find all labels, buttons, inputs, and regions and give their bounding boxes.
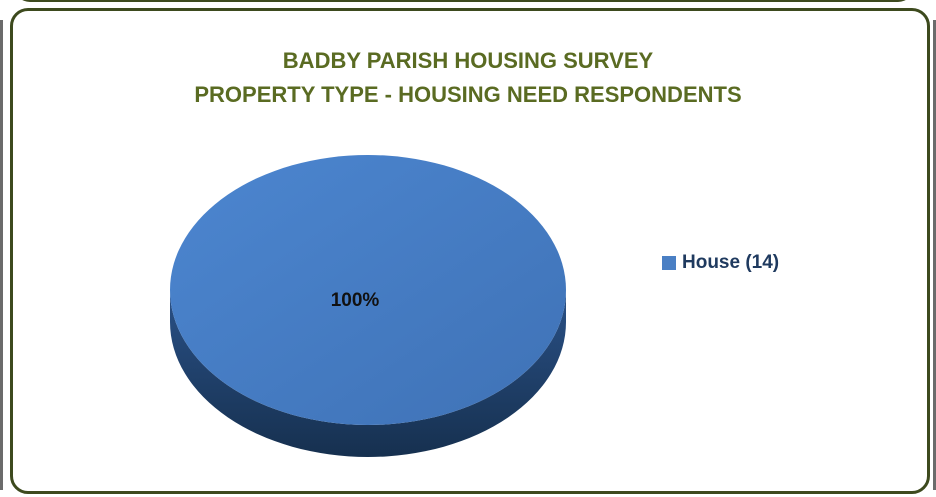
right-edge — [933, 20, 936, 490]
left-edge — [0, 20, 3, 490]
legend-swatch — [662, 256, 676, 270]
slice-percent-label: 100% — [331, 290, 380, 311]
legend: House (14) — [662, 252, 779, 274]
pie-slice-house — [170, 155, 566, 425]
legend-label-house: House (14) — [682, 252, 780, 273]
chart-title: BADBY PARISH HOUSING SURVEY — [282, 48, 654, 73]
pie-slice-side-house — [170, 290, 566, 457]
chart-subtitle: PROPERTY TYPE - HOUSING NEED RESPONDENTS — [194, 82, 742, 107]
